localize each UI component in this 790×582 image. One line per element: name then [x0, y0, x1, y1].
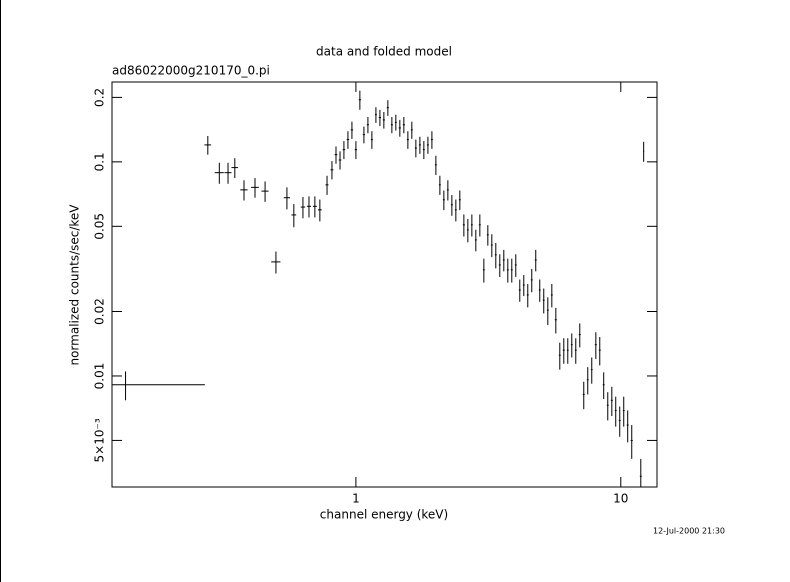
y-tick-label: 0.1	[93, 152, 107, 171]
x-tick-label: 1	[352, 492, 360, 506]
data-layer	[112, 90, 645, 487]
y-tick-label: 0.05	[93, 213, 107, 240]
y-tick-label: 5×10⁻³	[93, 418, 107, 462]
y-tick-label: 0.02	[93, 298, 107, 325]
y-tick-label: 0.01	[93, 363, 107, 390]
chart-title: data and folded model	[316, 45, 452, 59]
x-axis-label: channel energy (keV)	[320, 508, 448, 522]
plot-frame	[111, 81, 658, 488]
timestamp: 12-Jul-2000 21:30	[653, 527, 725, 536]
chart-subtitle: ad86022000g210170_0.pi	[112, 64, 270, 78]
y-axis-label: normalized counts/sec/keV	[68, 204, 82, 366]
x-tick-label: 10	[613, 492, 628, 506]
y-tick-label: 0.2	[93, 88, 107, 107]
